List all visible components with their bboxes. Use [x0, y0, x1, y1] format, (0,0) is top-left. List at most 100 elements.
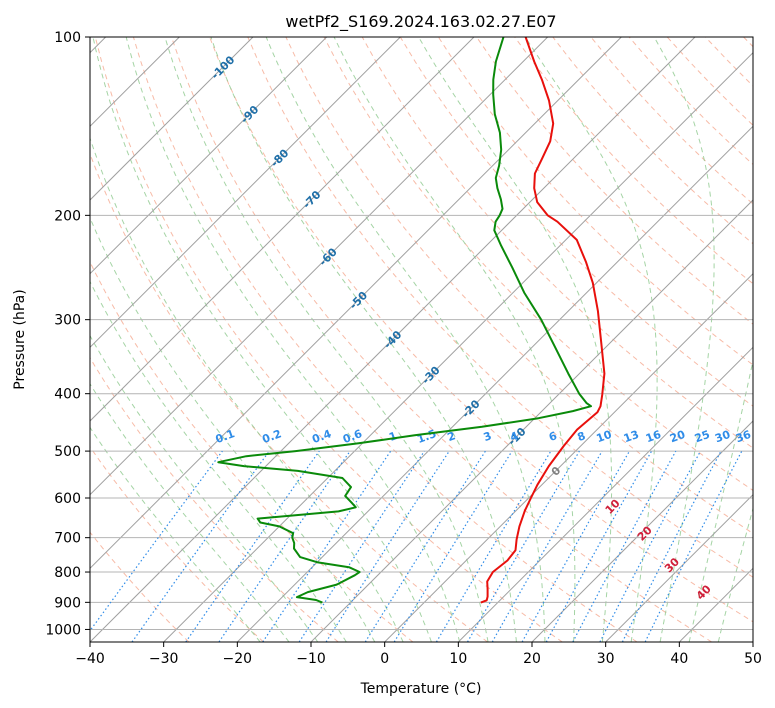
moist-adiabat [164, 37, 489, 642]
moist-adiabat [265, 37, 546, 642]
moist-adiabat [90, 216, 376, 642]
mixing-ratio-label: 4 [508, 429, 520, 444]
y-tick-label: 200 [54, 208, 81, 224]
temperature-profile-line [480, 37, 606, 604]
dry-adiabat [361, 37, 753, 449]
isotherm-line [163, 51, 753, 642]
isotherm-line [90, 37, 696, 642]
y-tick-label: 100 [54, 30, 81, 46]
mixing-ratio-line [393, 450, 513, 642]
moist-adiabat [524, 37, 658, 642]
moist-adiabat [92, 37, 432, 642]
isotherm-line [90, 37, 475, 422]
mixing-ratio-line [325, 450, 450, 642]
y-axis: 1000 900 800 700 600 500 400 300 200 100 [45, 30, 90, 638]
mixing-ratio-label: 16 [644, 428, 663, 446]
isotherm-line [384, 272, 753, 642]
dry-adiabat [90, 356, 339, 642]
dry-adiabat [209, 37, 753, 623]
mixing-ratio-label: 1.5 [415, 427, 438, 446]
mixing-ratio-lines [90, 450, 743, 642]
moist-adiabat [653, 37, 715, 642]
isotherm-line [90, 37, 328, 275]
mixing-ratio-label: 20 [668, 428, 687, 446]
moist-adiabat [90, 334, 319, 642]
chart-title: wetPf2_S169.2024.163.02.27.E07 [285, 12, 556, 32]
y-tick-label: 300 [54, 313, 81, 329]
mixing-ratio-line [521, 450, 631, 642]
y-tick-label: 600 [54, 491, 81, 507]
x-tick-label: −40 [75, 651, 105, 667]
x-tick-label: −20 [223, 651, 253, 667]
mixing-ratio-label: 8 [576, 429, 588, 444]
dry-adiabat [399, 37, 753, 407]
mixing-ratio-label: 6 [547, 429, 559, 444]
mixing-ratio-line [545, 450, 653, 642]
moist-adiabat [90, 136, 404, 642]
mixing-ratio-label: 0.1 [214, 427, 237, 446]
isotherm-line [90, 37, 622, 570]
y-tick-label: 900 [54, 595, 81, 611]
isotherm-line [457, 346, 753, 642]
isotherm-line [605, 493, 753, 642]
mixing-ratio-line [298, 450, 425, 642]
mixing-ratio-label: 10 [595, 428, 614, 446]
dry-adiabat [247, 37, 753, 578]
y-tick-label: 800 [54, 565, 81, 581]
mixing-ratio-label: 1 [387, 429, 399, 444]
moist-adiabat [418, 37, 613, 642]
mixing-ratio-line [572, 450, 677, 642]
y-tick-label: 400 [54, 387, 81, 403]
isotherm-line [90, 37, 549, 496]
isotherm-line [310, 199, 753, 642]
mixing-ratio-line [131, 450, 270, 642]
x-axis-title: Temperature (°C) [360, 681, 482, 697]
mixing-ratio-line [90, 450, 223, 632]
mixing-ratio-line [218, 450, 351, 642]
mixing-ratio-label: 3 [482, 429, 494, 444]
isotherms [90, 37, 753, 642]
moist-adiabat [333, 37, 576, 642]
dry-adiabats [90, 37, 753, 642]
mixing-ratio-line [644, 450, 743, 642]
x-tick-label: 30 [597, 651, 615, 667]
y-tick-label: 1000 [45, 622, 81, 638]
dry-adiabat [171, 37, 712, 642]
x-tick-label: −30 [149, 651, 179, 667]
dry-adiabat [90, 531, 190, 642]
moist-adiabats [90, 37, 753, 642]
profile-series [217, 37, 606, 604]
dry-adiabat [514, 37, 753, 285]
moist-adiabat [210, 37, 517, 642]
isotherm-line [90, 37, 401, 349]
mixing-ratio-label: 0.6 [341, 427, 364, 446]
pressure-gridlines [90, 37, 753, 630]
moist-adiabat [90, 426, 261, 642]
dry-adiabat [94, 37, 563, 642]
x-tick-label: 0 [380, 651, 389, 667]
x-tick-label: 40 [670, 651, 688, 667]
y-tick-label: 700 [54, 531, 81, 547]
mixing-ratio-label: 2 [446, 429, 458, 444]
mixing-ratio-label: 0.2 [260, 427, 283, 446]
dewpoint-profile-line [217, 37, 592, 604]
x-tick-label: 20 [523, 651, 541, 667]
mixing-ratio-line [262, 450, 392, 642]
isotherm-line [236, 125, 753, 642]
mixing-ratio-label: 36 [734, 428, 753, 446]
mixing-ratio-line [185, 450, 320, 642]
dry-adiabat [90, 152, 488, 642]
y-tick-label: 500 [54, 444, 81, 460]
mixing-ratio-label: 30 [713, 428, 732, 446]
moist-adiabat [90, 382, 290, 642]
mixing-ratio-label: 0.4 [310, 427, 333, 446]
isotherm-line [90, 37, 254, 201]
x-tick-label: 10 [449, 651, 467, 667]
plot-area: -100-90-80-70-60-50-40-30-20-1000.1 0.2 0.… [90, 37, 753, 642]
isotherm-line [531, 420, 753, 642]
moist-adiabat [125, 37, 461, 642]
x-tick-label: −10 [296, 651, 326, 667]
y-axis-title: Pressure (hPa) [12, 289, 28, 389]
mixing-ratio-label: 25 [693, 428, 712, 445]
